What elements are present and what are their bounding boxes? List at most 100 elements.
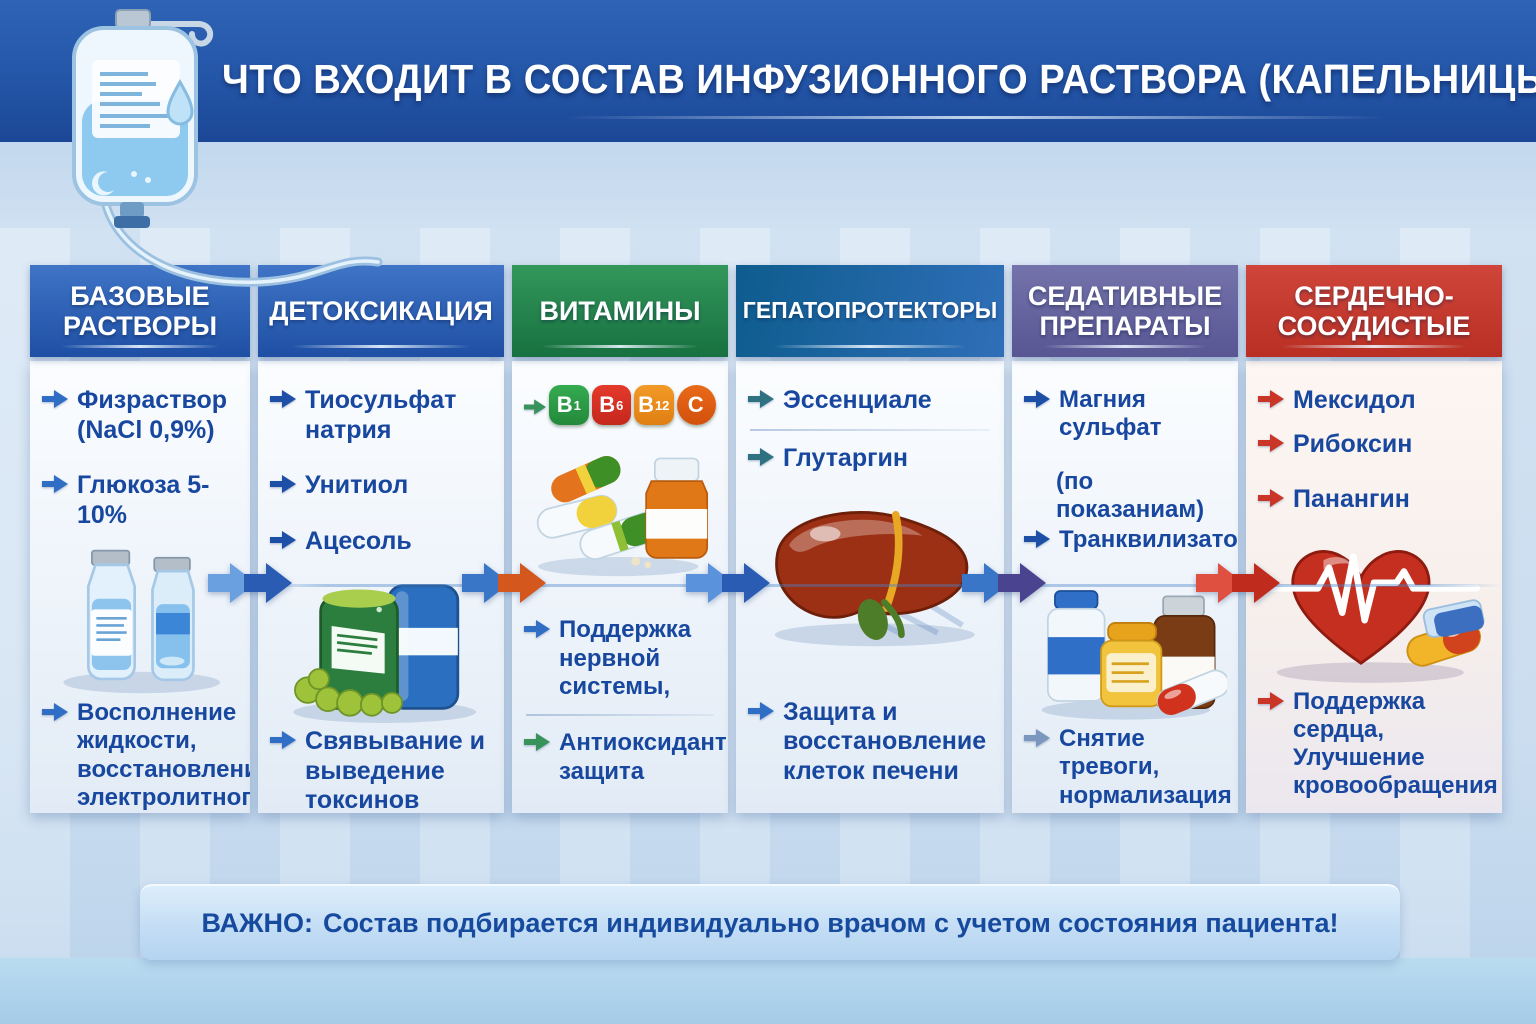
bullet-arrow-icon	[1258, 390, 1284, 408]
bullet-arrow-icon	[748, 701, 774, 720]
item-label: Транквилизаторы	[1059, 525, 1238, 553]
flow-arrow-icon	[206, 561, 302, 605]
item-note: (по показаниам)	[1056, 467, 1205, 523]
bullet-arrow-icon	[748, 447, 774, 466]
column-body: Мексидол Рибоксин Панангин	[1246, 361, 1502, 813]
column-title: ГЕПАТОПРОТЕКТОРЫ	[742, 297, 998, 324]
sedative-bottles-illustration	[1023, 571, 1230, 721]
bottom-strip	[0, 958, 1536, 1024]
important-text: Состав подбирается индивидуально врачом …	[323, 907, 1339, 938]
item-label: Магния сульфат	[1059, 386, 1162, 442]
bullet-arrow-icon	[42, 703, 68, 721]
benefit-label: Восполнение жидкости, восстановление эле…	[77, 699, 250, 813]
column-detox: ДЕТОКСИКАЦИЯ Тиосульфат натрия Унитиол А…	[258, 265, 504, 813]
divider	[750, 428, 990, 431]
upper-strip	[0, 142, 1536, 228]
benefit-label: Антиоксидантная защита	[559, 729, 728, 785]
column-title: СЕРДЕЧНО-СОСУДИСТЫЕ	[1277, 280, 1471, 341]
flow-arrow-icon	[684, 561, 780, 605]
bullet-arrow-icon	[270, 731, 296, 749]
bullet-arrow-icon	[1024, 728, 1050, 747]
bullet-arrow-icon	[270, 530, 296, 549]
item-label: Глутаргин	[783, 443, 908, 472]
item-label: Рибоксин	[1293, 429, 1413, 458]
column-header: СЕДАТИВНЫЕ ПРЕПАРАТЫ	[1012, 265, 1238, 357]
important-note-banner: ВАЖНО: Состав подбирается индивидуально …	[140, 884, 1400, 960]
bullet-arrow-icon	[270, 475, 296, 493]
bullet-arrow-icon	[1024, 529, 1050, 548]
benefit-label: Свявывание и выведение токсинов	[305, 727, 486, 813]
bullet-arrow-icon	[748, 390, 774, 408]
benefit-label: Поддержка нервной системы,	[559, 616, 692, 701]
list-item: Эссенциале	[748, 386, 992, 416]
benefit-item: Снятие тревоги, нормализация сна	[1024, 725, 1232, 813]
bullet-arrow-icon	[1258, 489, 1284, 507]
saline-vials-illustration	[42, 547, 238, 695]
title-underline	[565, 116, 1385, 119]
list-item: Транквилизаторы	[1024, 526, 1238, 554]
benefit-item: Поддержка сердца, Улучшение кровообращен…	[1258, 688, 1498, 801]
item-label: Ацесоль	[305, 526, 412, 555]
flow-connector-line	[252, 584, 1502, 587]
column-title: ДЕТОКСИКАЦИЯ	[269, 295, 493, 326]
item-label: Глюкоза 5-10%	[77, 471, 210, 529]
iv-bag-illustration	[30, 4, 230, 244]
bullet-arrow-icon	[1024, 390, 1050, 408]
vitamin-badge-c: C	[676, 385, 716, 425]
benefit-item: Защита и восстановление клеток печени	[748, 698, 992, 787]
bullet-arrow-icon	[1258, 691, 1284, 710]
item-label: Тиосульфат натрия	[305, 386, 457, 444]
divider	[526, 714, 714, 717]
column-hepatoprotectors: ГЕПАТОПРОТЕКТОРЫ Эссенциале Глутаргин	[736, 265, 1004, 813]
column-base-solutions: БАЗОВЫЕ РАСТВОРЫ Физраствор (NaCl 0,9%) …	[30, 265, 250, 813]
list-item: Унитиол	[270, 471, 492, 501]
column-title: ВИТАМИНЫ	[539, 295, 701, 326]
item-label: Унитиол	[305, 471, 409, 499]
benefit-label: Снятие тревоги, нормализация сна	[1059, 724, 1232, 813]
item-label: Физраствор (NaCl 0,9%)	[77, 386, 228, 444]
list-item: Ацесоль	[270, 527, 492, 557]
list-item: Физраствор (NaCl 0,9%)	[42, 386, 238, 445]
bullet-arrow-icon	[524, 733, 550, 752]
benefit-item: Свявывание и выведение токсинов	[270, 727, 492, 813]
benefit-label: Поддержка сердца, Улучшение кровообращен…	[1293, 687, 1498, 800]
column-title: СЕДАТИВНЫЕ ПРЕПАРАТЫ	[1027, 280, 1223, 341]
item-label: Эссенциале	[783, 386, 932, 414]
list-item: Мексидол	[1258, 386, 1490, 416]
column-body: Физраствор (NaCl 0,9%) Глюкоза 5-10%	[30, 361, 250, 813]
column-header: ВИТАМИНЫ	[512, 265, 728, 357]
benefit-label: Защита и восстановление клеток печени	[783, 697, 987, 785]
detox-jars-illustration	[271, 573, 491, 723]
flow-arrow-icon	[960, 561, 1056, 605]
benefit-item: Антиоксидантная защита	[524, 729, 728, 786]
column-body: Эссенциале Глутаргин	[736, 361, 1004, 813]
benefit-item: Восполнение жидкости, восстановление эле…	[42, 699, 250, 813]
column-title: БАЗОВЫЕ РАСТВОРЫ	[62, 280, 218, 341]
column-cardiovascular: СЕРДЕЧНО-СОСУДИСТЫЕ Мексидол Рибоксин Па…	[1246, 265, 1502, 813]
column-sedatives: СЕДАТИВНЫЕ ПРЕПАРАТЫ Магния сульфат (по …	[1012, 265, 1238, 813]
vitamin-badge-b12: B 12	[634, 385, 674, 425]
list-item: Панангин	[1258, 485, 1490, 515]
bullet-arrow-icon	[42, 390, 68, 408]
bullet-arrow-icon	[270, 390, 296, 408]
column-body: Магния сульфат (по показаниам) Транквили…	[1012, 361, 1238, 813]
bullet-arrow-icon	[524, 620, 550, 639]
list-item: Рибоксин	[1258, 430, 1490, 460]
column-header: ДЕТОКСИКАЦИЯ	[258, 265, 504, 357]
page-title: ЧТО ВХОДИТ В СОСТАВ ИНФУЗИОННОГО РАСТВОР…	[222, 56, 1536, 102]
liver-illustration	[750, 490, 990, 650]
item-label: Мексидол	[1293, 386, 1416, 414]
heart-ecg-illustration	[1258, 532, 1490, 684]
vitamin-capsules-illustration	[524, 441, 716, 577]
column-header: ГЕПАТОПРОТЕКТОРЫ	[736, 265, 1004, 357]
important-label: ВАЖНО:	[201, 907, 314, 938]
flow-arrow-icon	[460, 561, 556, 605]
list-item: Магния сульфат	[1024, 386, 1226, 443]
list-item: Глутаргин	[748, 444, 992, 474]
list-item: Глюкоза 5-10%	[42, 471, 238, 530]
